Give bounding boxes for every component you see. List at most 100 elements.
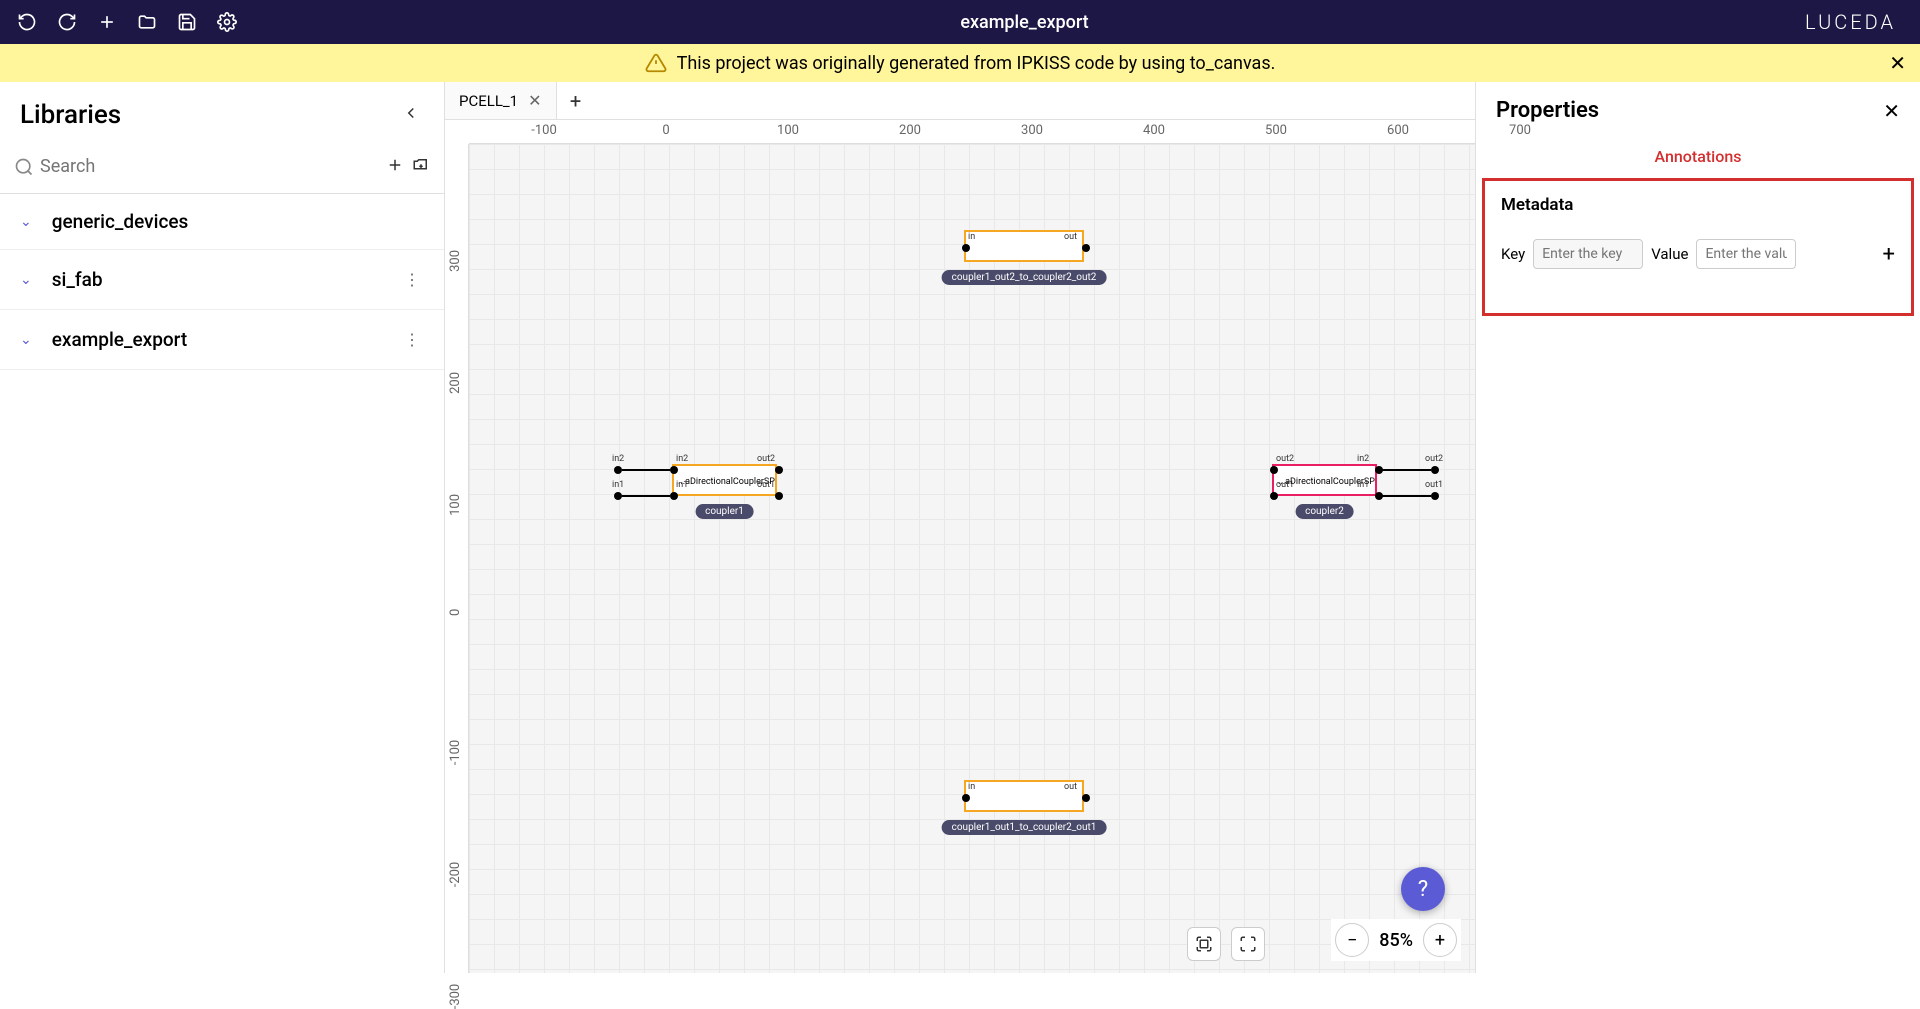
metadata-value-label: Value	[1651, 245, 1688, 263]
properties-header: Properties ✕	[1476, 82, 1920, 139]
ruler-tick: 700	[1509, 123, 1531, 138]
tab-pcell-1[interactable]: PCELL_1 ✕	[445, 82, 557, 119]
ruler-tick: 300	[448, 250, 463, 272]
node-pill: coupler1_out1_to_coupler2_out1	[942, 820, 1107, 835]
ruler-tick: -100	[448, 740, 463, 766]
canvas-area: PCELL_1 ✕ + -1000100200300400500600700 3…	[445, 82, 1475, 973]
port[interactable]	[1270, 492, 1278, 500]
metadata-add-icon[interactable]: +	[1883, 242, 1895, 267]
add-tab-icon[interactable]: +	[557, 82, 595, 119]
topbar: example_export LUCEDA	[0, 0, 1920, 44]
external-port[interactable]	[1431, 466, 1439, 474]
banner-text: This project was originally generated fr…	[677, 53, 1276, 74]
port[interactable]	[775, 492, 783, 500]
ruler-tick: -300	[448, 984, 463, 1009]
zoom-value: 85%	[1379, 930, 1413, 951]
metadata-value-input[interactable]	[1696, 239, 1796, 269]
focus-controls	[1187, 927, 1265, 961]
ruler-tick: -100	[531, 123, 557, 138]
collapse-sidebar-icon[interactable]	[398, 100, 424, 130]
node-coupler1[interactable]: ...aDirectionalCouplerSPowL...in2in1out2…	[672, 464, 777, 496]
main-layout: Libraries ⌄ generic_devices ⌄ si_fab ⋮⌄ …	[0, 82, 1920, 973]
port[interactable]	[962, 244, 970, 252]
fit-selection-icon[interactable]	[1187, 927, 1221, 961]
metadata-new-row: Key Value +	[1493, 229, 1903, 293]
settings-icon[interactable]	[210, 5, 244, 39]
close-properties-icon[interactable]: ✕	[1883, 99, 1900, 123]
port[interactable]	[1082, 794, 1090, 802]
warning-banner: This project was originally generated fr…	[0, 44, 1920, 82]
import-library-icon[interactable]	[412, 156, 430, 178]
fit-all-icon[interactable]	[1231, 927, 1265, 961]
warning-icon	[645, 52, 667, 74]
add-library-icon[interactable]	[386, 156, 404, 178]
library-name: si_fab	[52, 268, 400, 291]
node-coupler2[interactable]: ...aDirectionalCouplerSPowL...out2out1in…	[1272, 464, 1377, 496]
chevron-down-icon: ⌄	[20, 214, 32, 230]
chevron-down-icon: ⌄	[20, 272, 32, 288]
ruler-tick: 300	[1021, 123, 1043, 138]
redo-icon[interactable]	[50, 5, 84, 39]
project-title: example_export	[244, 12, 1805, 33]
metadata-title: Metadata	[1493, 191, 1903, 229]
ruler-tick: -200	[448, 862, 463, 888]
libraries-header: Libraries	[0, 82, 444, 140]
metadata-key-label: Key	[1501, 245, 1525, 263]
library-item-generic_devices[interactable]: ⌄ generic_devices	[0, 194, 444, 250]
zoom-in-icon[interactable]: +	[1423, 923, 1457, 957]
node-pill: coupler2	[1295, 504, 1354, 519]
ruler-tick: 600	[1387, 123, 1409, 138]
metadata-section: Metadata Key Value +	[1482, 178, 1914, 316]
undo-icon[interactable]	[10, 5, 44, 39]
libraries-title: Libraries	[20, 100, 121, 130]
ruler-tick: 0	[448, 609, 463, 616]
zoom-out-icon[interactable]: −	[1335, 923, 1369, 957]
library-item-example_export[interactable]: ⌄ example_export ⋮	[0, 310, 444, 370]
library-menu-icon[interactable]: ⋮	[400, 326, 424, 353]
annotations-header: Annotations	[1476, 139, 1920, 174]
ruler-tick: 100	[448, 494, 463, 516]
canvas[interactable]: inoutcoupler1_out2_to_coupler2_out2 ...aD…	[469, 144, 1475, 973]
library-item-si_fab[interactable]: ⌄ si_fab ⋮	[0, 250, 444, 310]
library-name: generic_devices	[52, 210, 424, 233]
port[interactable]	[1082, 244, 1090, 252]
ruler-tick: 100	[777, 123, 799, 138]
search-row	[0, 140, 444, 194]
search-icon	[14, 157, 34, 177]
add-icon[interactable]	[90, 5, 124, 39]
save-icon[interactable]	[170, 5, 204, 39]
properties-panel: Properties ✕ Annotations Metadata Key Va…	[1475, 82, 1920, 973]
help-fab-icon[interactable]: ?	[1401, 867, 1445, 911]
banner-close-icon[interactable]: ✕	[1889, 51, 1906, 75]
port[interactable]	[670, 492, 678, 500]
port[interactable]	[1270, 466, 1278, 474]
zoom-controls: − 85% +	[1331, 919, 1461, 961]
node-bot-link[interactable]: inoutcoupler1_out1_to_coupler2_out1	[964, 780, 1084, 812]
search-input[interactable]	[34, 148, 386, 185]
topbar-actions	[10, 5, 244, 39]
library-menu-icon[interactable]: ⋮	[400, 266, 424, 293]
ruler-tick: 200	[899, 123, 921, 138]
ruler-tick: 0	[662, 123, 669, 138]
external-port[interactable]	[614, 466, 622, 474]
external-port[interactable]	[614, 492, 622, 500]
port[interactable]	[670, 466, 678, 474]
ruler-vertical: 3002001000-100-200-300	[445, 144, 469, 973]
chevron-down-icon: ⌄	[20, 332, 32, 348]
external-port[interactable]	[1431, 492, 1439, 500]
ruler-tick: 200	[448, 372, 463, 394]
folder-icon[interactable]	[130, 5, 164, 39]
properties-title: Properties	[1496, 98, 1599, 123]
tab-close-icon[interactable]: ✕	[528, 91, 541, 110]
port[interactable]	[962, 794, 970, 802]
tabs: PCELL_1 ✕ +	[445, 82, 1475, 120]
port[interactable]	[775, 466, 783, 474]
metadata-key-input[interactable]	[1533, 239, 1643, 269]
tab-label: PCELL_1	[459, 92, 518, 110]
node-pill: coupler1	[695, 504, 754, 519]
ruler-tick: 500	[1265, 123, 1287, 138]
node-top-link[interactable]: inoutcoupler1_out2_to_coupler2_out2	[964, 230, 1084, 262]
libraries-panel: Libraries ⌄ generic_devices ⌄ si_fab ⋮⌄ …	[0, 82, 445, 973]
ruler-horizontal: -1000100200300400500600700	[469, 120, 1475, 144]
ruler-tick: 400	[1143, 123, 1165, 138]
